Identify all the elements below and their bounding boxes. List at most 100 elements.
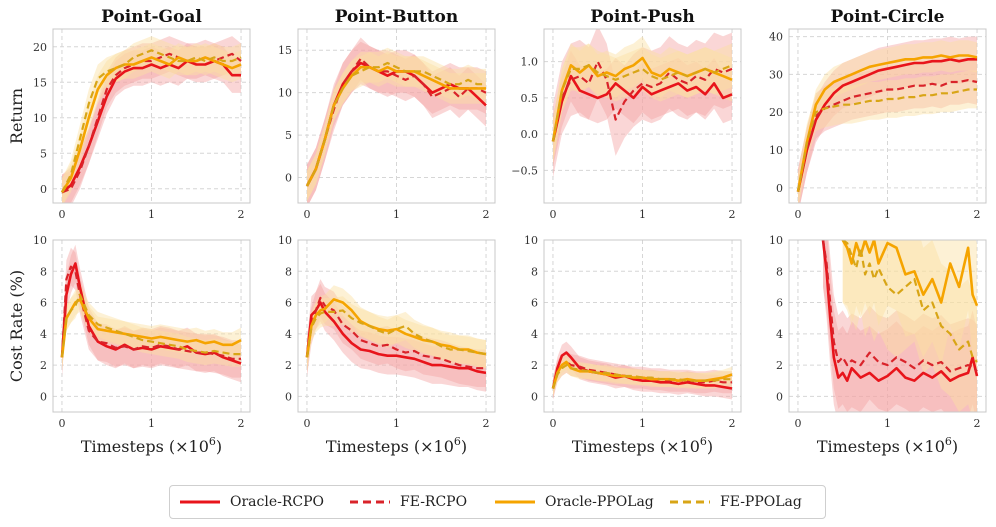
x-tick-label: 2 <box>238 208 245 221</box>
x-tick-label: 0 <box>303 417 310 430</box>
y-tick-label: 10 <box>33 112 47 125</box>
band-fe-ppolag <box>62 282 241 370</box>
y-tick-label: 6 <box>776 297 783 310</box>
y-tick-label: 8 <box>531 265 538 278</box>
panel-cost-point-button: 0 2 4 6 8 10 0 1 2 Timesteps (×106) <box>278 234 496 456</box>
legend-label-oracle-rcpo: Oracle-RCPO <box>230 494 325 510</box>
legend-swatch-fe-ppolag <box>670 500 710 504</box>
panel-title: Point-Button <box>335 7 459 27</box>
y-tick-label: 10 <box>769 144 783 157</box>
y-tick-label: 20 <box>33 41 47 54</box>
band-fe-ppolag <box>62 36 241 203</box>
band-fe-rcpo <box>553 351 732 400</box>
y-tick-label: 0 <box>40 183 47 196</box>
x-tick-label: 1 <box>148 208 155 221</box>
panel-title: Point-Push <box>590 7 694 27</box>
y-tick-label: 20 <box>769 106 783 119</box>
series-line-oracle-ppolag <box>60 56 242 193</box>
x-tick-label: 2 <box>483 208 490 221</box>
series-line-fe-ppolag <box>305 309 487 358</box>
y-tick-label: 30 <box>769 68 783 81</box>
series-line-oracle-ppolag <box>551 56 733 142</box>
x-axis-label: Timesteps (×106) <box>572 435 713 456</box>
x-tick-label: 1 <box>884 208 891 221</box>
y-tick-label: 1.0 <box>521 56 539 69</box>
series-line-fe-ppolag <box>60 293 241 358</box>
x-tick-label: 1 <box>884 417 891 430</box>
x-tick-label: 0 <box>58 208 65 221</box>
plot-frame <box>52 239 251 413</box>
x-tick-label: 2 <box>974 417 981 430</box>
y-tick-label: 0 <box>776 390 783 403</box>
band-fe-ppolag <box>307 47 486 202</box>
series-line-fe-rcpo <box>305 296 486 370</box>
panel-cost-point-circle: 0 2 4 6 8 10 0 1 2 Timesteps (×106) <box>769 234 987 456</box>
band-oracle-ppolag <box>798 40 977 203</box>
series-line-oracle-ppolag <box>305 298 487 358</box>
y-tick-label: 2 <box>285 359 292 372</box>
y-tick-label: 4 <box>285 328 292 341</box>
plot-frame <box>543 239 742 413</box>
legend-label-oracle-ppolag: Oracle-PPOLag <box>545 494 654 510</box>
band-fe-rcpo <box>798 57 977 203</box>
band-oracle-rcpo <box>823 240 977 412</box>
y-tick-label: 15 <box>278 44 292 57</box>
band-fe-rcpo <box>62 36 241 203</box>
band-fe-rcpo <box>553 29 732 178</box>
y-tick-label: 40 <box>769 31 783 44</box>
legend-swatch-fe-rcpo <box>350 500 390 504</box>
y-tick-label: 4 <box>776 328 783 341</box>
y-tick-label: 8 <box>285 265 292 278</box>
x-tick-label: 1 <box>639 208 646 221</box>
y-tick-label: 10 <box>524 234 538 247</box>
plot-frame <box>788 28 987 204</box>
x-axis-label: Timesteps (×106) <box>326 435 467 456</box>
x-axis-label: Timesteps (×106) <box>81 435 222 456</box>
x-tick-label: 2 <box>238 417 245 430</box>
band-oracle-ppolag <box>553 36 732 164</box>
x-tick-label: 0 <box>303 208 310 221</box>
band-fe-ppolag <box>307 296 486 372</box>
y-tick-label: 5 <box>285 129 292 142</box>
band-fe-ppolag <box>842 240 977 412</box>
x-tick-label: 1 <box>393 208 400 221</box>
panel-cost-point-push: 0 2 4 6 8 10 0 1 2 Timesteps (×106) <box>524 234 742 456</box>
plot-frame <box>52 28 251 204</box>
series-line-oracle-rcpo <box>551 351 733 390</box>
legend-item-fe-ppolag: FE-PPOLag <box>670 486 802 518</box>
series-line-fe-ppolag <box>796 88 977 192</box>
series-line-oracle-ppolag <box>841 240 979 307</box>
x-tick-label: 0 <box>549 208 556 221</box>
series-line-oracle-rcpo <box>796 57 977 192</box>
y-tick-label: 6 <box>285 297 292 310</box>
y-tick-label: 4 <box>531 328 538 341</box>
band-fe-ppolag <box>798 70 977 203</box>
panel-title: Point-Circle <box>831 7 945 27</box>
y-tick-label: 8 <box>40 265 47 278</box>
series-line-oracle-ppolag <box>796 54 978 192</box>
y-tick-label: 8 <box>776 265 783 278</box>
legend-label-fe-ppolag: FE-PPOLag <box>720 494 802 510</box>
legend-item-fe-rcpo: FE-RCPO <box>350 486 467 518</box>
x-tick-label: 1 <box>393 417 400 430</box>
panel-point-button: 0 5 10 15 0 1 2 Point-Button <box>278 7 496 221</box>
band-oracle-ppolag <box>553 354 732 397</box>
panel-point-circle: 0 10 20 30 40 0 1 2 Point-Circle <box>769 7 987 221</box>
series-line-oracle-ppolag <box>551 360 733 389</box>
series-line-oracle-rcpo <box>821 240 979 383</box>
series-line-fe-ppolag <box>306 61 486 187</box>
legend: Oracle-RCPO FE-RCPO Oracle-PPOLag FE-PPO… <box>169 485 826 519</box>
series-line-oracle-rcpo <box>551 74 733 142</box>
legend-swatch-oracle-rcpo <box>180 500 220 504</box>
plot-frame <box>297 28 496 204</box>
x-tick-label: 1 <box>639 417 646 430</box>
x-tick-label: 2 <box>729 208 736 221</box>
x-tick-label: 0 <box>58 417 65 430</box>
y-tick-label: 10 <box>769 234 783 247</box>
band-oracle-ppolag <box>62 43 241 203</box>
x-tick-label: 0 <box>794 417 801 430</box>
x-axis-label: Timesteps (×106) <box>817 435 958 456</box>
y-tick-label: 0 <box>40 390 47 403</box>
y-tick-label: 10 <box>33 234 47 247</box>
